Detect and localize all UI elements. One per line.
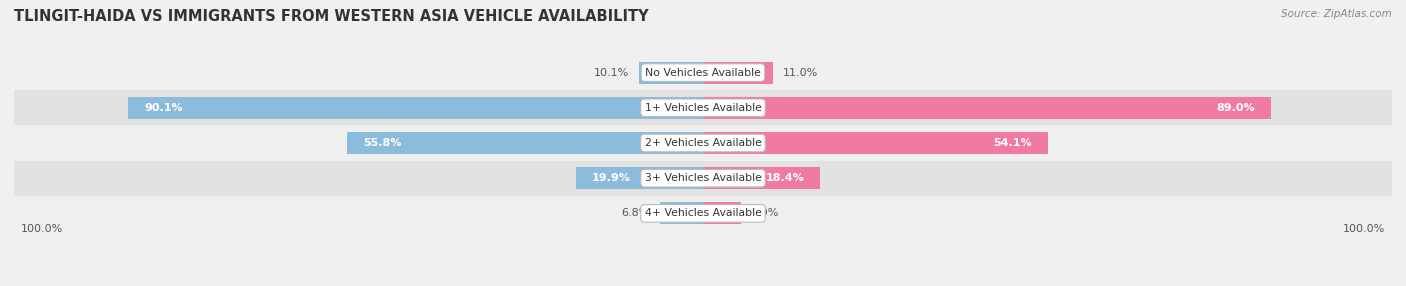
Text: 90.1%: 90.1% [145,103,183,113]
Text: 2+ Vehicles Available: 2+ Vehicles Available [644,138,762,148]
Bar [14,196,1392,231]
Bar [14,161,1392,196]
Text: 4+ Vehicles Available: 4+ Vehicles Available [644,208,762,219]
Bar [659,202,703,224]
Bar [703,132,1047,154]
Text: 100.0%: 100.0% [21,224,63,234]
Text: 1+ Vehicles Available: 1+ Vehicles Available [644,103,762,113]
Text: Source: ZipAtlas.com: Source: ZipAtlas.com [1281,9,1392,19]
Text: 6.8%: 6.8% [621,208,650,219]
Bar [14,55,1392,90]
Text: 11.0%: 11.0% [783,67,818,78]
Text: 55.8%: 55.8% [363,138,401,148]
Text: TLINGIT-HAIDA VS IMMIGRANTS FROM WESTERN ASIA VEHICLE AVAILABILITY: TLINGIT-HAIDA VS IMMIGRANTS FROM WESTERN… [14,9,648,23]
Text: No Vehicles Available: No Vehicles Available [645,67,761,78]
Bar [703,62,773,84]
Bar [14,125,1392,161]
Text: 5.9%: 5.9% [751,208,779,219]
Text: 54.1%: 54.1% [994,138,1032,148]
Bar [638,62,703,84]
Bar [128,97,703,119]
Bar [703,202,741,224]
Text: 19.9%: 19.9% [592,173,631,183]
Bar [703,167,820,189]
Text: 18.4%: 18.4% [766,173,804,183]
Text: 89.0%: 89.0% [1216,103,1254,113]
Bar [576,167,703,189]
Bar [347,132,703,154]
Text: 10.1%: 10.1% [593,67,628,78]
Bar [14,90,1392,125]
Bar [703,97,1271,119]
Text: 100.0%: 100.0% [1343,224,1385,234]
Text: 3+ Vehicles Available: 3+ Vehicles Available [644,173,762,183]
